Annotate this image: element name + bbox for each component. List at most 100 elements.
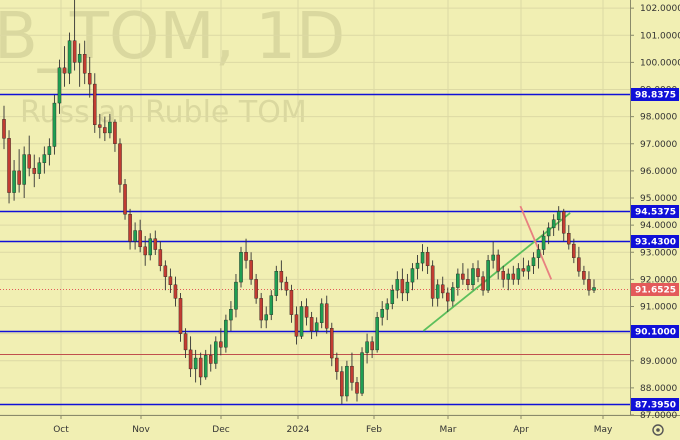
- candle: [118, 138, 122, 193]
- candle-body: [567, 233, 571, 245]
- x-tick-label: May: [594, 425, 613, 435]
- candle: [572, 238, 576, 264]
- candle-body: [350, 365, 354, 383]
- candle: [456, 268, 460, 296]
- candle-body: [531, 257, 536, 267]
- candle: [319, 298, 324, 329]
- candle: [198, 352, 203, 386]
- level-badge: [631, 398, 679, 411]
- candle: [229, 301, 233, 331]
- candle-body: [143, 246, 147, 256]
- candle: [269, 290, 274, 321]
- candle-body: [284, 281, 289, 291]
- candle-body: [113, 121, 117, 144]
- candle-body: [511, 273, 516, 280]
- candle-body: [456, 273, 460, 288]
- candle-body: [556, 211, 561, 220]
- candle: [561, 208, 566, 242]
- candle-body: [193, 357, 198, 370]
- candle-body: [506, 273, 511, 280]
- candle: [72, 0, 77, 71]
- watermark-name: Russian Ruble TOM: [20, 95, 307, 130]
- candle-body: [72, 40, 77, 63]
- candle-body: [355, 382, 359, 394]
- candle-body: [12, 170, 16, 193]
- candle: [511, 265, 516, 285]
- candle-body: [163, 265, 168, 277]
- y-tick-label: 91.0000: [640, 303, 677, 313]
- candle-body: [319, 303, 324, 323]
- candle: [57, 59, 62, 114]
- candle: [274, 265, 279, 302]
- level-badge-label: 98.8375: [635, 91, 676, 101]
- candle: [148, 233, 153, 261]
- candle-body: [123, 184, 127, 215]
- candle: [224, 314, 228, 353]
- trendline[interactable]: [519, 205, 553, 280]
- y-tick-label: 101.0000: [640, 31, 680, 41]
- level-badge: [631, 235, 679, 248]
- candle: [128, 208, 132, 250]
- candle-body: [546, 227, 551, 237]
- candle-body: [405, 281, 410, 294]
- candle: [17, 149, 21, 193]
- candle-body: [37, 162, 42, 174]
- candle: [395, 271, 400, 299]
- candle: [486, 254, 490, 293]
- candle: [178, 292, 183, 342]
- candle-body: [108, 121, 112, 134]
- candle: [153, 230, 158, 255]
- candle: [219, 328, 223, 356]
- candle-body: [7, 138, 11, 193]
- candle-body: [516, 268, 521, 280]
- settings-icon[interactable]: [652, 424, 664, 436]
- candle: [22, 146, 26, 199]
- candle-body: [67, 40, 72, 74]
- candle-body: [239, 252, 243, 283]
- candle: [47, 138, 52, 166]
- candle-body: [153, 238, 158, 250]
- candle-body: [203, 355, 208, 378]
- level-badge-label: 90.1000: [635, 328, 676, 338]
- candle-body: [168, 276, 173, 286]
- candle-body: [541, 235, 546, 250]
- candle: [330, 322, 334, 367]
- candle-body: [57, 67, 62, 104]
- candle: [12, 160, 16, 201]
- candle-body: [208, 355, 213, 364]
- candle: [521, 257, 526, 277]
- candle-body: [324, 303, 329, 329]
- x-tick-label: Apr: [513, 425, 529, 435]
- candle: [87, 56, 92, 98]
- time-axis[interactable]: Oct Nov Dec 2024 Feb Mar Apr May: [53, 415, 613, 435]
- candle-body: [572, 243, 576, 258]
- candle-body: [178, 298, 183, 334]
- candle: [249, 252, 253, 285]
- candle: [516, 263, 521, 285]
- candle-body: [587, 279, 591, 291]
- y-tick-label: 88.0000: [640, 384, 677, 394]
- candle-body: [335, 357, 339, 372]
- candle-body: [198, 357, 203, 378]
- candle-body: [365, 341, 369, 353]
- candle: [214, 336, 218, 369]
- y-tick-label: 93.0000: [640, 248, 677, 258]
- candle-body: [451, 287, 455, 302]
- candle-body: [173, 284, 178, 299]
- candle-body: [214, 341, 218, 364]
- candle-body: [309, 317, 314, 332]
- candle: [375, 311, 379, 353]
- candle-body: [577, 257, 581, 272]
- candle-body: [440, 284, 445, 294]
- level-badge: [631, 88, 679, 101]
- y-tick-label: 96.0000: [640, 167, 677, 177]
- candle-body: [561, 211, 566, 234]
- candle: [98, 113, 102, 139]
- level-badge-label: 94.5375: [635, 208, 676, 218]
- candle: [324, 295, 329, 334]
- candle: [123, 179, 127, 220]
- y-tick-label: 92.0000: [640, 275, 677, 285]
- candle-body: [410, 268, 415, 283]
- candle-body: [395, 279, 400, 291]
